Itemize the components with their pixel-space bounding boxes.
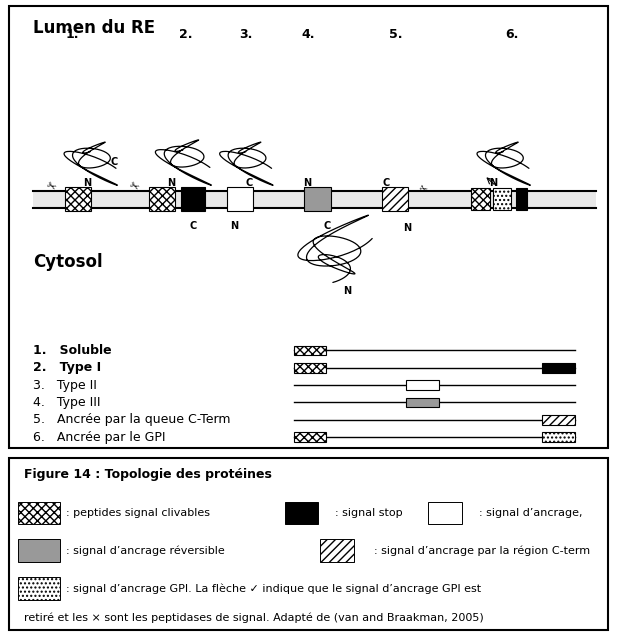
Bar (542, 415, 575, 425)
FancyBboxPatch shape (9, 458, 608, 630)
Text: Figure 14 : Topologie des protéines: Figure 14 : Topologie des protéines (24, 468, 272, 481)
Text: 5.: 5. (389, 28, 402, 41)
Text: 4.   Type III: 4. Type III (33, 396, 101, 409)
Text: : signal stop: : signal stop (336, 508, 403, 518)
Text: 3.   Type II: 3. Type II (33, 378, 97, 392)
Text: retiré et les ⨯ sont les peptidases de signal. Adapté de (van and Braakman, 2005: retiré et les ⨯ sont les peptidases de s… (24, 612, 484, 623)
Bar (181, 187, 205, 211)
Text: : signal d’ancrage GPI. La flèche ✓ indique que le signal d’ancrage GPI est: : signal d’ancrage GPI. La flèche ✓ indi… (66, 583, 481, 593)
Text: 6.   Ancrée par le GPI: 6. Ancrée par le GPI (33, 431, 166, 444)
Text: C: C (382, 178, 389, 188)
Text: N: N (230, 221, 238, 231)
Bar (406, 398, 439, 407)
Text: N: N (343, 286, 352, 296)
Text: ✂: ✂ (43, 181, 57, 194)
Text: 6.: 6. (505, 28, 519, 41)
Bar (428, 502, 462, 524)
FancyBboxPatch shape (9, 6, 608, 448)
Text: 3.: 3. (239, 28, 252, 41)
Bar (382, 187, 408, 211)
Text: : peptides signal clivables: : peptides signal clivables (66, 508, 210, 518)
Text: 2.: 2. (179, 28, 193, 41)
Bar (226, 187, 253, 211)
Text: C: C (323, 221, 331, 231)
Bar (471, 188, 491, 210)
Bar (65, 187, 91, 211)
Bar (33, 191, 596, 208)
Text: 1.   Soluble: 1. Soluble (33, 344, 112, 357)
Bar (516, 188, 527, 210)
Text: 4.: 4. (302, 28, 315, 41)
Bar (19, 502, 60, 524)
Text: N: N (403, 223, 412, 233)
Text: : signal d’ancrage par la région C-term: : signal d’ancrage par la région C-term (375, 546, 590, 556)
Bar (320, 539, 354, 562)
Text: N: N (167, 178, 175, 188)
Text: : signal d’ancrage réversible: : signal d’ancrage réversible (66, 546, 225, 556)
Bar (494, 188, 510, 210)
Text: C: C (246, 178, 253, 188)
Bar (294, 432, 326, 442)
Text: : signal d’ancrage,: : signal d’ancrage, (479, 508, 582, 518)
Text: C: C (111, 156, 118, 167)
Text: 5.   Ancrée par la queue C-Term: 5. Ancrée par la queue C-Term (33, 413, 231, 426)
Bar (284, 502, 318, 524)
Bar (19, 577, 60, 600)
Bar (294, 363, 326, 373)
Bar (304, 187, 331, 211)
Text: Lumen du RE: Lumen du RE (33, 19, 155, 38)
Bar (294, 346, 326, 356)
Text: ✂: ✂ (127, 181, 140, 194)
Text: N: N (304, 178, 312, 188)
Text: Cytosol: Cytosol (33, 253, 103, 272)
Bar (542, 432, 575, 442)
Text: C: C (189, 221, 197, 231)
Bar (149, 187, 175, 211)
Text: 2.   Type I: 2. Type I (33, 361, 101, 374)
Bar (19, 539, 60, 562)
Text: N: N (83, 178, 91, 188)
Bar (542, 363, 575, 373)
Bar (406, 380, 439, 390)
Text: 1.: 1. (65, 28, 79, 41)
Text: N: N (489, 178, 497, 188)
Text: ✂: ✂ (417, 182, 429, 195)
